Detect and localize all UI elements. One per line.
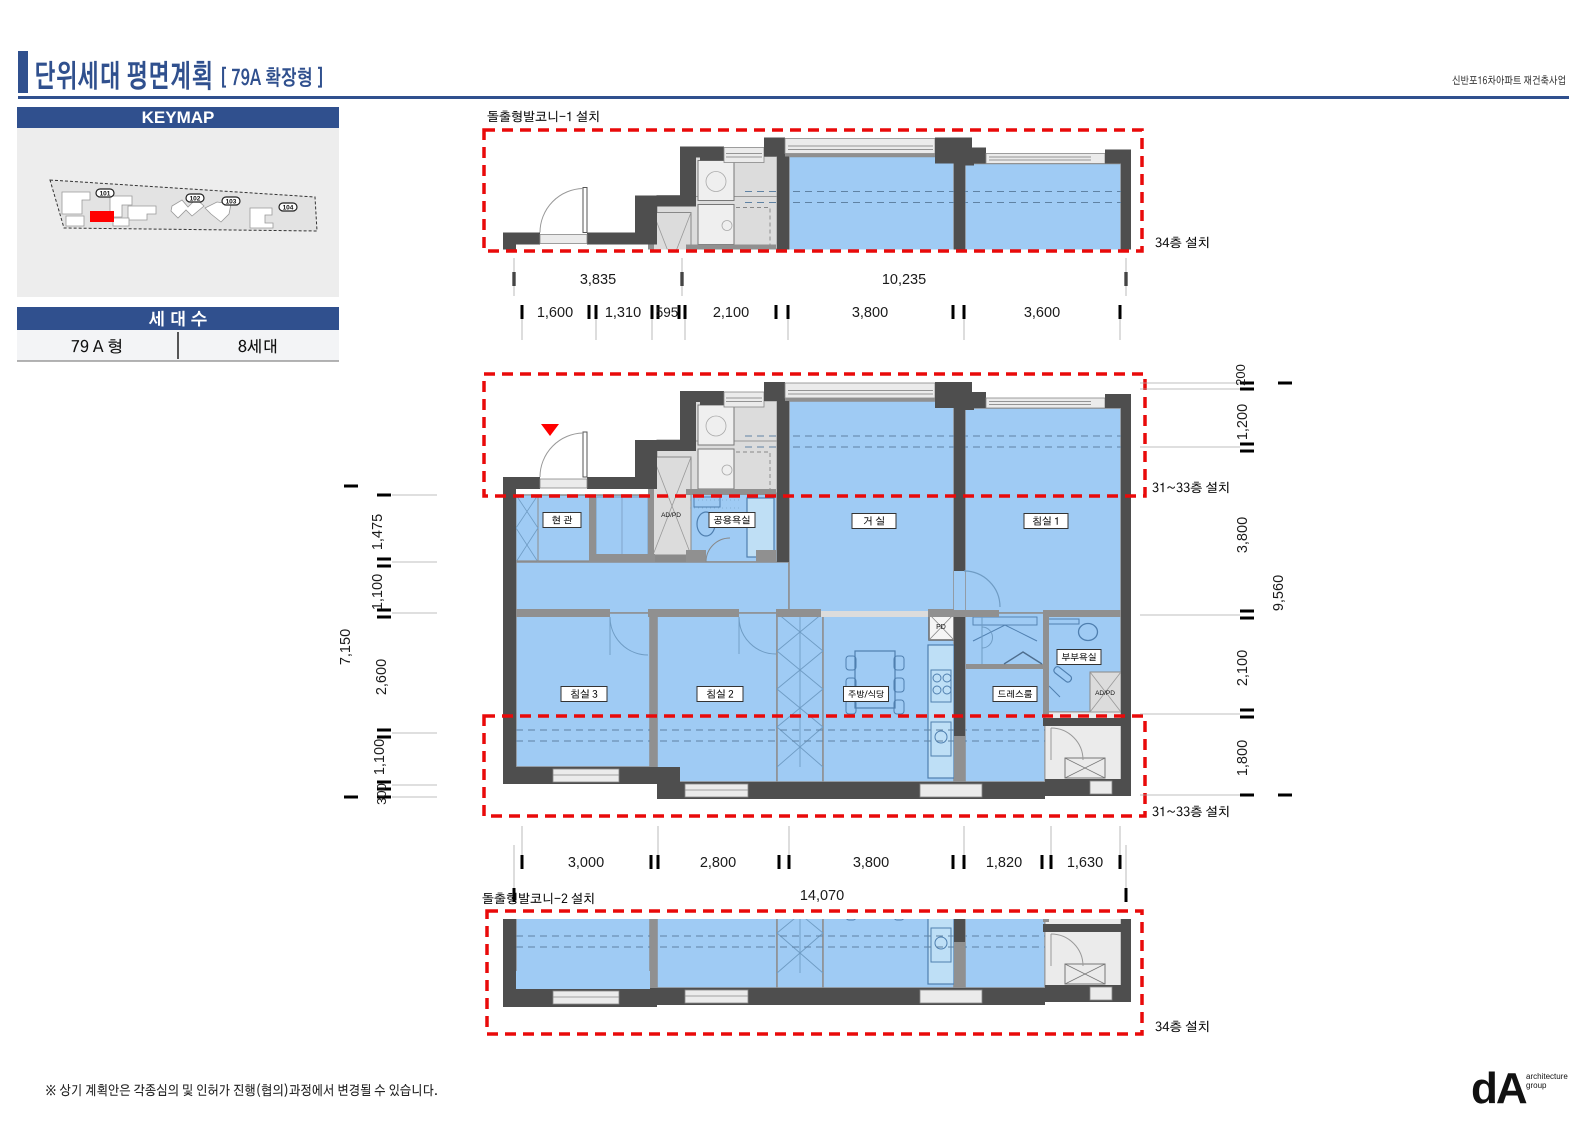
svg-text:architecture: architecture [1526,1072,1568,1081]
svg-text:104: 104 [283,205,294,212]
svg-text:1,200: 1,200 [1235,404,1251,440]
svg-text:dA: dA [1471,1064,1527,1113]
svg-text:3,800: 3,800 [1235,517,1251,553]
svg-text:10,235: 10,235 [882,272,926,288]
svg-text:3,800: 3,800 [852,305,888,321]
svg-text:1,600: 1,600 [537,305,573,321]
svg-text:AD/PD: AD/PD [1095,690,1115,697]
svg-text:101: 101 [100,191,111,198]
svg-text:1,310: 1,310 [605,305,641,321]
svg-text:200: 200 [1233,364,1248,386]
svg-text:2,600: 2,600 [374,659,390,695]
svg-text:1,820: 1,820 [986,855,1022,871]
svg-text:7,150: 7,150 [338,629,354,665]
svg-text:3,800: 3,800 [853,855,889,871]
svg-text:group: group [1526,1081,1547,1090]
svg-text:3,600: 3,600 [1024,305,1060,321]
svg-text:3,835: 3,835 [580,272,616,288]
svg-text:2,100: 2,100 [1235,650,1251,686]
svg-text:2,100: 2,100 [713,305,749,321]
svg-text:AD/PD: AD/PD [661,512,681,519]
svg-text:KEYMAP: KEYMAP [142,108,215,127]
svg-text:102: 102 [190,196,201,203]
svg-text:1,630: 1,630 [1067,855,1103,871]
svg-text:3,000: 3,000 [568,855,604,871]
svg-text:103: 103 [226,199,237,206]
svg-text:1,100: 1,100 [370,574,386,610]
svg-text:2,800: 2,800 [700,855,736,871]
svg-text:14,070: 14,070 [800,888,844,904]
svg-text:PD: PD [936,624,946,631]
svg-text:1,475: 1,475 [370,514,386,550]
svg-text:9,560: 9,560 [1271,575,1287,611]
svg-text:595: 595 [656,305,679,320]
svg-text:1,100: 1,100 [372,739,388,775]
svg-text:300: 300 [374,783,389,805]
svg-text:1,800: 1,800 [1235,740,1251,776]
